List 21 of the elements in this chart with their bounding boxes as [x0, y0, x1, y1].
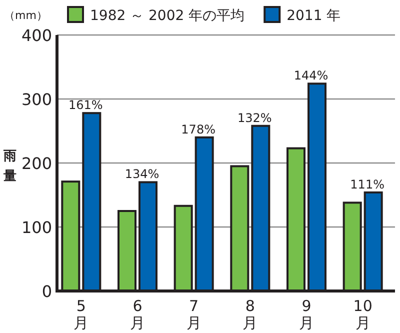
legend-label: 1982 ～ 2002 年の平均 [90, 8, 245, 24]
text: （mm） [4, 9, 48, 22]
annotation: 178% [181, 122, 216, 136]
y-tick-label: 300 [21, 90, 52, 109]
annotation: 134% [124, 167, 160, 182]
annotation: 132% [238, 110, 272, 125]
y-tick-label: 0 [42, 282, 52, 301]
y-tick-label: 400 [21, 26, 52, 45]
annotation: 161% [68, 98, 103, 112]
x-tick-label: 9月 [299, 297, 314, 332]
x-tick-label: 6月 [130, 297, 145, 332]
x-tick-label: 7月 [186, 297, 202, 332]
annotation: 144% [294, 68, 328, 83]
y-tick-label: 100 [21, 218, 52, 237]
y-axis-title: 雨量 [2, 149, 16, 184]
x-tick-label: 8月 [242, 297, 258, 332]
x-tick-label: 5月 [74, 297, 89, 332]
legend-label: 2011 年 [286, 8, 341, 24]
y-tick-label: 200 [21, 154, 52, 173]
x-tick-label: 10月 [353, 297, 372, 332]
annotation: 111% [350, 177, 384, 192]
